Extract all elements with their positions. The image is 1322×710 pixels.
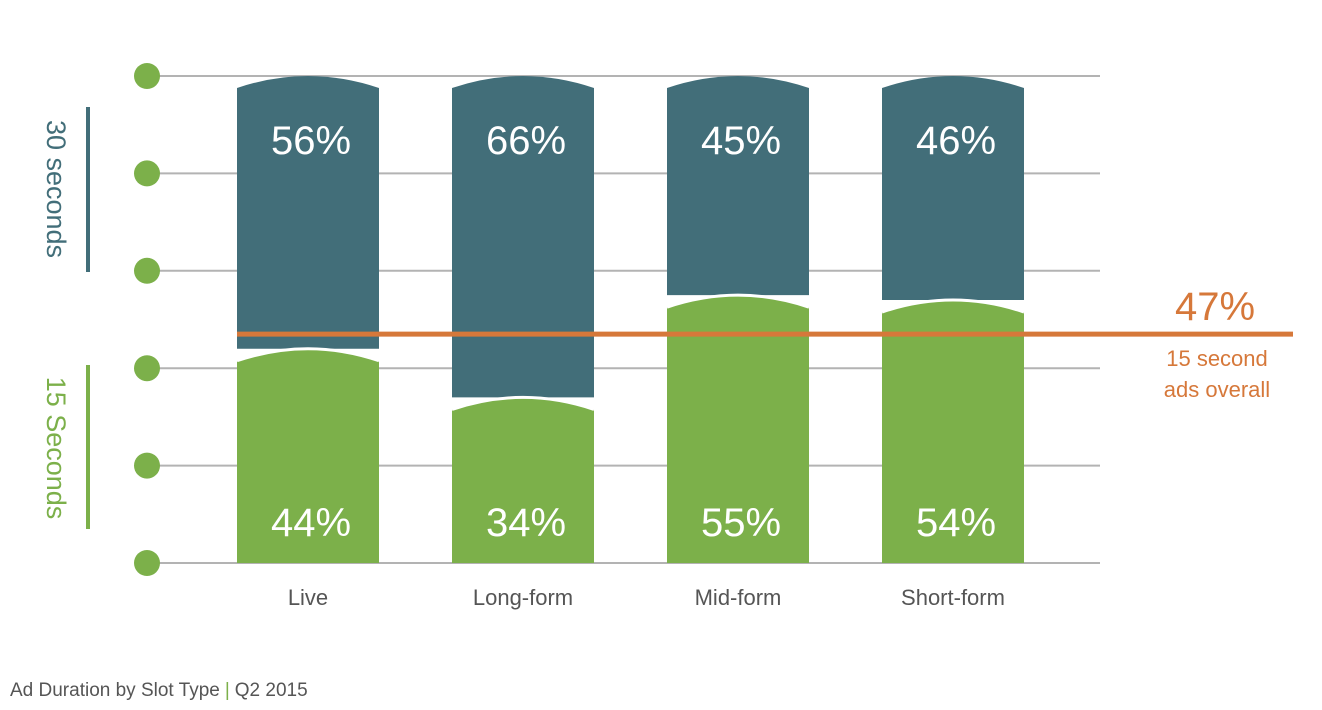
category-label: Short-form — [901, 585, 1005, 610]
bar-segment-divider — [666, 293, 810, 309]
bar-15-seconds — [237, 348, 379, 563]
caption-period: Q2 2015 — [234, 680, 308, 701]
legend-label-15-seconds: 15 Seconds — [41, 377, 71, 520]
category-label: Mid-form — [695, 585, 782, 610]
bar-segment-divider — [236, 347, 380, 363]
stacked-bar-chart: 47% 15 second ads overall 56% 44% 66% 34% 45% 5… — [41, 63, 1293, 610]
legend-label-30-seconds: 30 seconds — [41, 120, 71, 258]
caption-title: Ad Duration by Slot Type — [10, 680, 220, 701]
axis-dot — [134, 160, 160, 187]
value-label-30-seconds: 46% — [916, 119, 996, 163]
axis-dot — [134, 550, 160, 576]
value-label-15-seconds: 55% — [701, 501, 781, 545]
value-label-30-seconds: 56% — [271, 119, 351, 163]
category-label: Long-form — [473, 585, 573, 610]
value-label-30-seconds: 66% — [486, 119, 566, 163]
caption-separator: | — [224, 680, 230, 701]
axis-dot — [134, 63, 160, 89]
value-label-30-seconds: 45% — [701, 119, 781, 163]
chart-caption: Ad Duration by Slot Type | Q2 2015 — [10, 680, 308, 702]
reference-caption-line: 15 second — [1166, 346, 1268, 371]
axis-dot — [134, 257, 160, 284]
category-label: Live — [288, 585, 328, 610]
bar-15-seconds — [667, 295, 809, 563]
value-label-15-seconds: 44% — [271, 501, 351, 545]
value-label-15-seconds: 54% — [916, 501, 996, 545]
bar-15-seconds — [882, 300, 1024, 563]
bar-30-seconds — [882, 76, 1024, 301]
bar-30-seconds — [667, 76, 809, 296]
bar-15-seconds — [452, 397, 594, 563]
reference-caption-line: ads overall — [1164, 377, 1270, 402]
value-label-15-seconds: 34% — [486, 501, 566, 545]
reference-value-label: 47% — [1175, 285, 1255, 329]
axis-dot — [134, 355, 160, 382]
bar-30-seconds — [237, 76, 379, 349]
bar-segment-divider — [451, 395, 595, 411]
bar-30-seconds — [452, 76, 594, 398]
axis-dot — [134, 452, 160, 479]
bar-segment-divider — [881, 298, 1025, 314]
